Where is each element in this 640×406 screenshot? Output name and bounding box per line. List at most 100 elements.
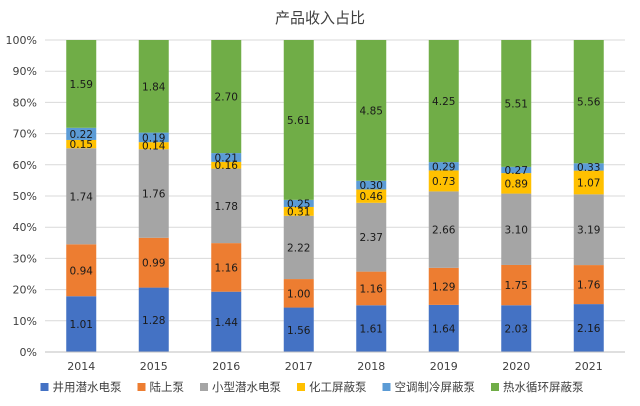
y-tick-label: 90% — [13, 65, 37, 78]
bar-segment — [501, 166, 532, 174]
x-tick-label: 2019 — [430, 360, 458, 373]
axes: 0% 10% 20% 30% 40% 50% 60% 70% 80% 90% 100% 2014 201… — [6, 34, 625, 373]
data-label: 0.27 — [505, 165, 528, 177]
data-label: 0.14 — [142, 141, 166, 153]
data-label: 0.30 — [360, 180, 383, 192]
data-label: 0.89 — [505, 178, 528, 190]
legend: 井用潜水电泵 陆上泵 小型潜水电泵 化工屏蔽泵 空调制冷屏蔽泵 热水循环屏蔽泵 — [40, 380, 584, 394]
data-label: 0.94 — [70, 265, 94, 277]
y-tick-label: 100% — [6, 34, 37, 47]
data-label: 1.01 — [70, 319, 93, 331]
bar-segment — [573, 265, 604, 305]
legend-swatch — [137, 383, 146, 391]
bar-segment — [138, 142, 169, 150]
y-tick-label: 0% — [20, 346, 37, 359]
x-tick-label: 2020 — [502, 360, 530, 373]
y-tick-label: 20% — [13, 284, 37, 297]
gridlines — [45, 39, 625, 322]
y-tick-label: 60% — [13, 159, 37, 172]
data-label: 4.25 — [432, 96, 455, 108]
data-label: 0.19 — [142, 132, 165, 144]
bar-segment — [66, 296, 97, 352]
bar-segment — [501, 264, 532, 306]
data-label: 1.28 — [142, 315, 165, 327]
bar-segment — [66, 139, 97, 149]
bar-segment — [283, 279, 314, 308]
bar-segment — [138, 149, 169, 238]
bar-segment — [573, 170, 604, 195]
data-label: 1.74 — [70, 191, 94, 203]
data-label: 1.29 — [432, 281, 455, 293]
bar-segment — [573, 163, 604, 171]
bar-segment — [211, 161, 242, 169]
bar-segment — [428, 170, 459, 192]
bar-segment — [283, 307, 314, 352]
x-tick-label: 2016 — [212, 360, 240, 373]
legend-label: 陆上泵 — [150, 380, 185, 394]
data-label: 1.44 — [215, 317, 239, 329]
legend-label: 井用潜水电泵 — [53, 380, 122, 394]
data-label: 1.59 — [70, 79, 93, 91]
data-label: 0.16 — [215, 160, 239, 172]
data-label: 2.03 — [505, 324, 528, 336]
bar-segment — [66, 40, 97, 128]
bar-segment — [283, 215, 314, 280]
data-label: 0.29 — [432, 161, 455, 173]
data-label: 2.66 — [432, 225, 456, 237]
bar-segment — [138, 40, 169, 133]
bar-segment — [356, 180, 387, 190]
data-label: 5.56 — [577, 97, 601, 109]
legend-swatch — [491, 383, 499, 391]
bar-segment — [573, 40, 604, 164]
data-label: 1.16 — [360, 283, 384, 295]
legend-label: 化工屏蔽泵 — [309, 380, 367, 394]
legend-label: 空调制冷屏蔽泵 — [395, 380, 476, 394]
data-label: 0.15 — [70, 139, 93, 151]
bar-segment — [211, 153, 242, 162]
y-tick-label: 80% — [13, 96, 37, 109]
x-tick-label: 2018 — [357, 360, 385, 373]
data-label: 1.84 — [142, 81, 166, 93]
bar-segment — [428, 304, 459, 352]
data-label: 2.70 — [215, 92, 238, 104]
data-label: 1.76 — [142, 188, 166, 200]
bar-segment — [283, 40, 314, 200]
data-label: 1.07 — [577, 177, 600, 189]
bar-segment — [428, 191, 459, 268]
x-tick-label: 2021 — [575, 360, 603, 373]
legend-swatch — [382, 383, 391, 391]
bars — [66, 40, 604, 352]
bar-segment — [138, 287, 169, 352]
data-label: 2.37 — [360, 232, 383, 244]
bar-segment — [283, 206, 314, 216]
bar-segment — [356, 202, 387, 272]
bar-segment — [66, 148, 97, 245]
bar-segment — [428, 267, 459, 305]
x-tick-label: 2014 — [67, 360, 95, 373]
bar-segment — [573, 304, 604, 352]
bar-segment — [356, 271, 387, 306]
bar-segment — [501, 40, 532, 167]
data-label: 0.46 — [360, 191, 384, 203]
bar-segment — [428, 40, 459, 163]
bar-segment — [283, 199, 314, 207]
x-tick-label: 2017 — [285, 360, 313, 373]
bar-segment — [501, 193, 532, 265]
bar-segment — [138, 132, 169, 143]
bar-segment — [211, 291, 242, 352]
bar-segment — [138, 237, 169, 288]
data-label: 0.99 — [142, 258, 165, 270]
bar-segment — [211, 168, 242, 244]
data-label: 0.21 — [215, 152, 238, 164]
y-tick-label: 70% — [13, 128, 37, 141]
data-label: 1.16 — [215, 262, 239, 274]
y-tick-label: 50% — [13, 190, 37, 203]
data-label: 1.78 — [215, 201, 238, 213]
data-label: 1.00 — [287, 288, 310, 300]
bar-segment — [428, 162, 459, 171]
data-labels: 1.01 0.94 1.74 0.150.22 1.59 1.28 0.99 1.76 0.14… — [70, 79, 601, 337]
bar-segment — [66, 127, 97, 140]
y-tick-label: 10% — [13, 315, 37, 328]
data-label: 0.33 — [577, 162, 600, 174]
